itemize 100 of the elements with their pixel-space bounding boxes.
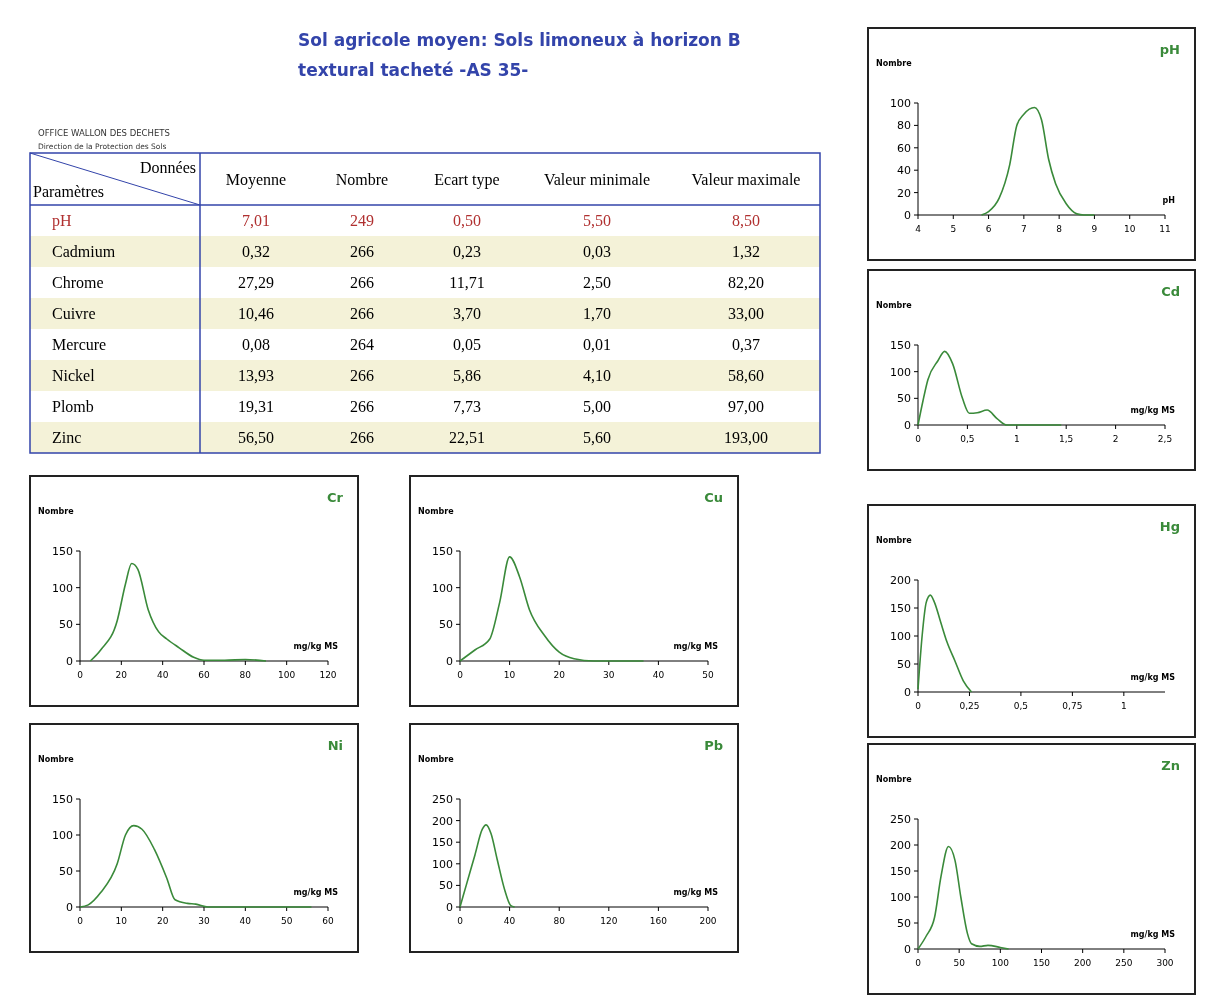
x-tick-label: 2,5 — [1157, 434, 1173, 444]
x-axis-title: mg/kg MS — [1130, 930, 1176, 939]
text: 0,03 — [583, 243, 611, 260]
y-tick-label: 0 — [446, 901, 453, 914]
y-tick-label: 150 — [890, 339, 911, 352]
text: 0,32 — [242, 243, 270, 260]
y-axis-title: Nombre — [418, 755, 455, 764]
x-tick-label: 60 — [198, 670, 210, 680]
y-tick-label: 150 — [432, 545, 453, 558]
text: 0,05 — [453, 336, 481, 353]
text: 266 — [350, 367, 374, 384]
text: Sol agricole moyen: Sols limoneux à horizon B textural tacheté -AS 35- — [298, 30, 741, 80]
y-tick-label: 60 — [897, 141, 911, 155]
x-tick-label: 10 — [1123, 224, 1136, 234]
text: 0,50 — [453, 212, 481, 229]
y-tick-label: 100 — [432, 581, 453, 595]
x-tick-label: 11 — [1159, 224, 1171, 234]
x-tick-label: 0 — [915, 958, 922, 968]
x-tick-label: 80 — [553, 916, 566, 926]
y-axis-title: Nombre — [38, 507, 75, 516]
text: 3,70 — [453, 305, 481, 322]
x-tick-label: 1 — [1013, 434, 1020, 444]
y-tick-label: 0 — [66, 655, 73, 668]
y-axis-title: Nombre — [876, 536, 913, 545]
text: 0,23 — [453, 243, 481, 260]
y-tick-label: 0 — [904, 686, 911, 699]
x-tick-label: 50 — [702, 670, 714, 680]
y-tick-label: 0 — [66, 901, 73, 914]
x-axis-title: mg/kg MS — [1130, 673, 1176, 682]
text: 264 — [350, 336, 374, 353]
x-tick-label: 0,25 — [959, 701, 980, 711]
x-tick-label: 30 — [198, 916, 210, 926]
y-tick-label: 100 — [52, 581, 73, 595]
y-tick-label: 50 — [59, 618, 73, 632]
x-tick-label: 120 — [600, 916, 618, 926]
y-tick-label: 50 — [897, 658, 911, 671]
chart-title: Ni — [327, 738, 343, 753]
x-tick-label: 200 — [1074, 958, 1092, 968]
x-tick-label: 40 — [156, 670, 169, 680]
x-tick-label: 1 — [1120, 701, 1127, 711]
y-tick-label: 50 — [897, 392, 911, 406]
x-tick-label: 0 — [915, 701, 922, 711]
y-tick-label: 80 — [897, 119, 911, 133]
y-axis-title: Nombre — [876, 775, 913, 784]
y-tick-label: 100 — [432, 857, 453, 871]
x-tick-label: 20 — [156, 916, 169, 926]
y-tick-label: 150 — [890, 865, 911, 878]
y-tick-label: 100 — [890, 97, 911, 110]
x-axis-title: mg/kg MS — [1130, 406, 1176, 415]
x-axis-title: mg/kg MS — [293, 888, 339, 897]
category-label: Nickel — [52, 367, 95, 384]
text: Données — [140, 159, 196, 176]
x-tick-label: 2 — [1112, 434, 1119, 444]
y-tick-label: 50 — [439, 879, 453, 893]
text: 266 — [350, 274, 374, 291]
x-tick-label: 120 — [319, 670, 337, 680]
chart-title: pH — [1159, 42, 1180, 57]
text: 0,01 — [583, 336, 611, 353]
category-label: Cadmium — [52, 243, 116, 260]
y-tick-label: 150 — [52, 793, 73, 806]
x-tick-label: 40 — [239, 916, 252, 926]
text: OFFICE WALLON DES DECHETS — [38, 128, 170, 138]
x-tick-label: 100 — [991, 958, 1010, 968]
text: 7,73 — [453, 398, 481, 415]
x-tick-label: 30 — [603, 670, 615, 680]
text: 58,60 — [728, 367, 764, 384]
x-tick-label: 10 — [503, 670, 516, 680]
x-tick-label: 50 — [280, 916, 293, 926]
x-tick-label: 0 — [457, 916, 464, 926]
text: 266 — [350, 429, 374, 446]
category-label: Valeur minimale — [543, 171, 651, 188]
x-tick-label: 10 — [115, 916, 128, 926]
x-tick-label: 50 — [953, 958, 966, 968]
text: 22,51 — [449, 429, 485, 446]
chart-title: Cr — [327, 490, 344, 505]
x-tick-label: 0,5 — [960, 434, 975, 444]
category-label: Valeur maximale — [691, 171, 801, 188]
text: 97,00 — [728, 398, 764, 415]
x-tick-label: 0 — [77, 670, 84, 680]
category-label: Zinc — [52, 429, 82, 446]
category-label: Chrome — [52, 274, 104, 291]
text: 193,00 — [724, 429, 768, 446]
y-tick-label: 50 — [439, 618, 453, 632]
line-series — [459, 556, 645, 662]
text: 2,50 — [583, 274, 611, 291]
y-tick-label: 100 — [52, 829, 73, 842]
x-tick-label: 40 — [503, 916, 516, 926]
chart-title: Pb — [704, 738, 723, 753]
text: 266 — [350, 243, 374, 260]
chart-title: Hg — [1159, 519, 1180, 534]
y-axis-title: Nombre — [876, 301, 913, 310]
y-tick-label: 100 — [890, 365, 911, 379]
category-label: pH — [52, 212, 72, 229]
category-label: Cuivre — [52, 305, 96, 322]
y-tick-label: 0 — [904, 943, 911, 956]
y-tick-label: 250 — [890, 813, 911, 826]
x-tick-label: 40 — [652, 670, 665, 680]
x-axis-title: mg/kg MS — [293, 642, 339, 651]
text: 0,08 — [242, 336, 270, 353]
text: 5,86 — [453, 367, 481, 384]
